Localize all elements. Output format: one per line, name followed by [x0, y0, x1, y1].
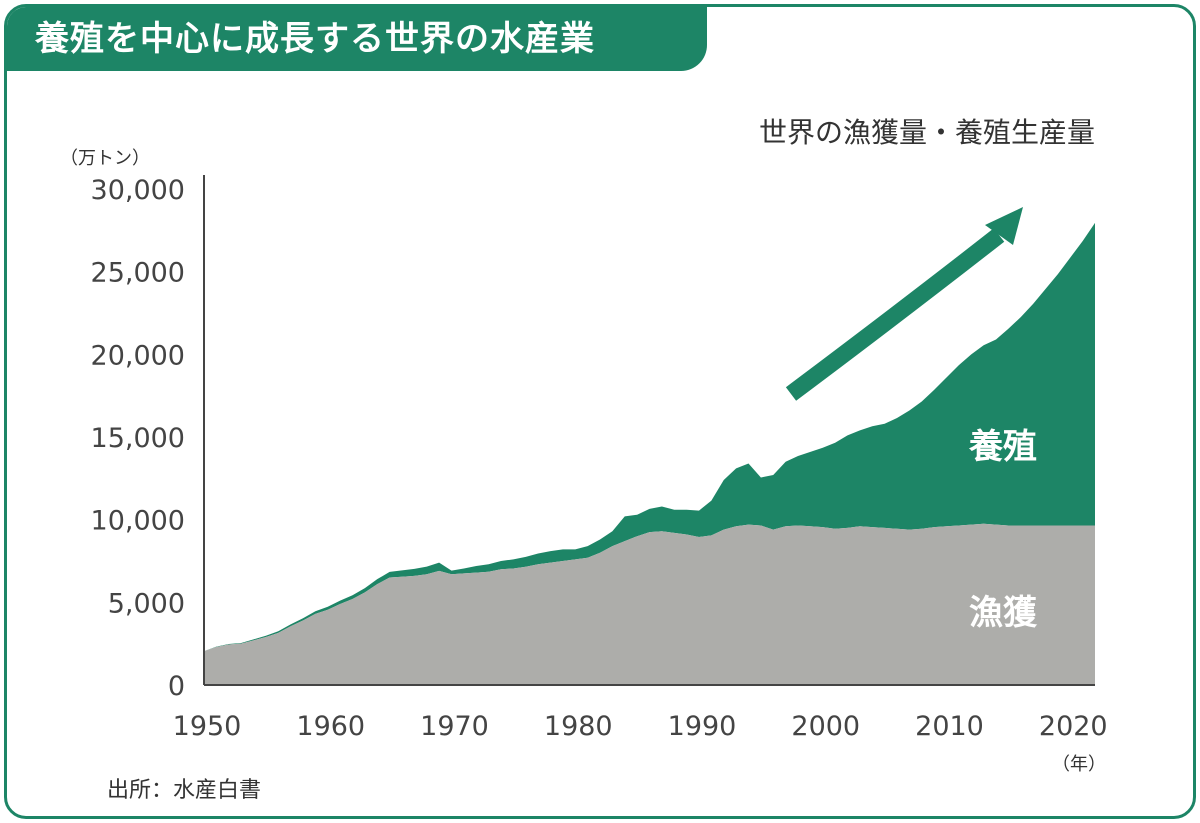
y-tick-label: 25,000 — [91, 258, 185, 289]
series-label-aquaculture: 養殖 — [969, 427, 1037, 467]
chart-frame: 養殖を中心に成長する世界の水産業 世界の漁獲量・養殖生産量 （万トン） （年） … — [4, 4, 1196, 819]
series-label-capture: 漁獲 — [969, 593, 1038, 633]
growth-arrow — [785, 207, 1023, 401]
growth-arrow-shaft — [785, 228, 1005, 401]
chart-title: 世界の漁獲量・養殖生産量 — [759, 116, 1095, 149]
y-tick-label: 30,000 — [91, 175, 185, 206]
x-tick-label: 1950 — [173, 711, 242, 742]
area-chart: 世界の漁獲量・養殖生産量 （万トン） （年） 0 5,000 10,000 15,00… — [60, 116, 1108, 775]
x-tick-label: 2000 — [791, 711, 860, 742]
y-tick-label: 10,000 — [91, 506, 185, 537]
series-area-capture — [204, 523, 1095, 685]
y-tick-label: 5,000 — [108, 588, 185, 619]
axes — [203, 175, 1095, 686]
series-area-aquaculture — [204, 222, 1095, 652]
x-tick-label: 1980 — [544, 711, 613, 742]
growth-arrow-head — [985, 207, 1023, 245]
x-tick-label: 2020 — [1039, 711, 1108, 742]
y-tick-label: 0 — [168, 671, 185, 702]
x-tick-label: 1970 — [420, 711, 489, 742]
x-axis-ticks: 1950 1960 1970 1980 1990 2000 2010 2020 — [173, 711, 1108, 742]
headline: 養殖を中心に成長する世界の水産業 — [7, 7, 707, 71]
source-note: 出所：水産白書 — [107, 778, 262, 803]
y-axis-unit-label: （万トン） — [60, 148, 150, 169]
x-axis-unit-label: （年） — [1052, 754, 1106, 775]
x-tick-label: 1960 — [296, 711, 365, 742]
y-tick-label: 15,000 — [91, 423, 185, 454]
x-tick-label: 1990 — [668, 711, 737, 742]
y-axis-ticks: 0 5,000 10,000 15,000 20,000 25,000 30,000 — [91, 175, 185, 702]
x-tick-label: 2010 — [915, 711, 984, 742]
y-tick-label: 20,000 — [91, 340, 185, 371]
